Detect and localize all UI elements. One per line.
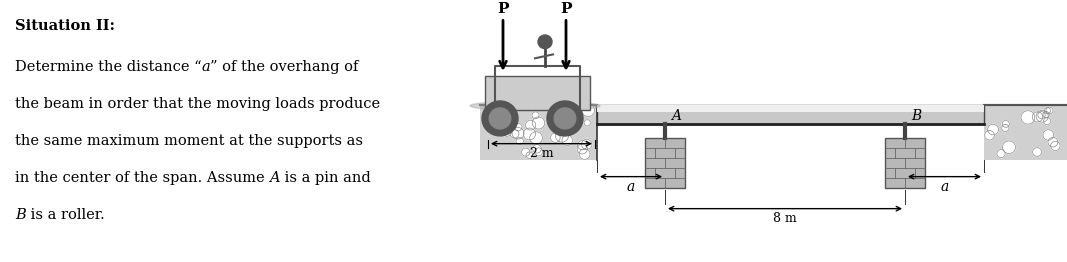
Circle shape (526, 120, 536, 130)
Circle shape (510, 129, 519, 138)
Text: is a pin and: is a pin and (280, 171, 370, 185)
Text: a: a (202, 60, 210, 74)
Circle shape (535, 148, 543, 156)
Circle shape (555, 125, 567, 136)
Text: A: A (671, 109, 681, 123)
Bar (485, 76, 590, 110)
Circle shape (577, 144, 587, 154)
Circle shape (582, 139, 592, 149)
Circle shape (1036, 110, 1048, 122)
Circle shape (522, 148, 530, 156)
Circle shape (532, 112, 539, 119)
Circle shape (1048, 137, 1057, 147)
Text: is a roller.: is a roller. (26, 208, 105, 222)
Circle shape (503, 128, 511, 136)
Ellipse shape (469, 101, 600, 111)
Text: the beam in order that the moving loads produce: the beam in order that the moving loads … (15, 97, 380, 111)
Circle shape (1002, 121, 1009, 127)
Text: B: B (911, 109, 921, 123)
Circle shape (579, 149, 590, 159)
Circle shape (526, 152, 532, 159)
Text: in the center of the span. Assume: in the center of the span. Assume (15, 171, 269, 185)
Circle shape (1033, 112, 1042, 122)
Circle shape (566, 126, 575, 135)
Circle shape (499, 116, 509, 125)
Text: B: B (15, 208, 26, 222)
Circle shape (582, 104, 594, 117)
Circle shape (523, 128, 536, 140)
Circle shape (551, 133, 560, 142)
Bar (644, 138, 685, 188)
Circle shape (1021, 111, 1035, 124)
Bar (885, 138, 925, 188)
Circle shape (985, 131, 994, 140)
Circle shape (560, 119, 570, 128)
Circle shape (554, 108, 576, 129)
Text: the same maximum moment at the supports as: the same maximum moment at the supports … (15, 134, 363, 148)
Circle shape (1044, 118, 1051, 125)
Circle shape (489, 114, 498, 123)
Bar (984, 105, 1067, 160)
Circle shape (532, 117, 544, 129)
Circle shape (1033, 148, 1041, 156)
Circle shape (1051, 141, 1061, 151)
Circle shape (1042, 112, 1049, 118)
Circle shape (529, 132, 542, 144)
Circle shape (577, 140, 587, 150)
Bar (598, 105, 984, 124)
Text: 8 m: 8 m (774, 211, 797, 225)
Text: Determine the distance “: Determine the distance “ (15, 60, 202, 74)
Circle shape (1002, 124, 1009, 132)
Circle shape (514, 123, 522, 131)
Circle shape (1038, 112, 1046, 119)
Text: A: A (269, 171, 280, 185)
Text: 2 m: 2 m (529, 146, 554, 160)
Circle shape (489, 108, 511, 129)
Circle shape (1045, 108, 1051, 114)
Circle shape (532, 145, 541, 153)
Bar (480, 105, 598, 160)
Circle shape (562, 135, 573, 145)
Circle shape (997, 150, 1005, 158)
Circle shape (1042, 130, 1054, 140)
Circle shape (555, 129, 569, 142)
Circle shape (1003, 141, 1016, 154)
Circle shape (512, 128, 524, 139)
Text: Situation II:: Situation II: (15, 19, 115, 34)
Text: a: a (940, 179, 949, 194)
Text: P: P (497, 2, 509, 16)
Text: a: a (627, 179, 635, 194)
Text: ” of the overhang of: ” of the overhang of (210, 60, 359, 74)
Text: P: P (560, 2, 572, 16)
Circle shape (1046, 107, 1053, 114)
Circle shape (516, 138, 524, 145)
Circle shape (584, 120, 590, 126)
Circle shape (988, 124, 999, 135)
Circle shape (557, 104, 568, 114)
Circle shape (482, 101, 517, 136)
Circle shape (538, 35, 552, 48)
Circle shape (547, 101, 583, 136)
Bar (598, 105, 984, 112)
Circle shape (562, 108, 574, 119)
